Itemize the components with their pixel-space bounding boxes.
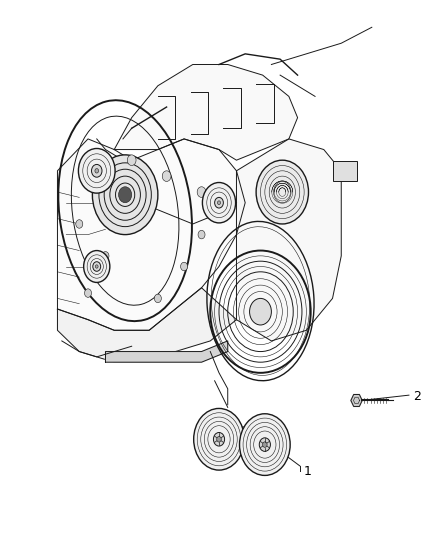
Circle shape <box>215 197 223 208</box>
Circle shape <box>76 220 83 228</box>
Circle shape <box>95 168 99 173</box>
Circle shape <box>256 160 308 224</box>
Circle shape <box>180 262 187 271</box>
Polygon shape <box>57 139 245 330</box>
Polygon shape <box>114 64 297 160</box>
Polygon shape <box>237 139 341 341</box>
Circle shape <box>162 171 171 181</box>
Circle shape <box>119 187 132 203</box>
Circle shape <box>262 442 267 447</box>
Circle shape <box>102 252 109 260</box>
Circle shape <box>217 437 221 442</box>
Circle shape <box>259 438 270 451</box>
Circle shape <box>213 432 225 446</box>
Circle shape <box>218 201 220 205</box>
Circle shape <box>85 289 92 297</box>
Circle shape <box>194 408 244 470</box>
Circle shape <box>93 262 101 271</box>
Circle shape <box>84 251 110 282</box>
Circle shape <box>198 230 205 239</box>
Polygon shape <box>106 341 228 362</box>
Text: 1: 1 <box>304 465 312 478</box>
Circle shape <box>92 155 158 235</box>
Text: 2: 2 <box>413 390 421 403</box>
Circle shape <box>154 294 161 303</box>
Circle shape <box>95 265 98 268</box>
Circle shape <box>250 298 272 325</box>
Circle shape <box>202 182 236 223</box>
Circle shape <box>197 187 206 197</box>
Circle shape <box>78 149 115 193</box>
Polygon shape <box>57 288 237 362</box>
Circle shape <box>92 165 102 177</box>
Circle shape <box>127 155 136 165</box>
Polygon shape <box>351 394 362 407</box>
FancyBboxPatch shape <box>332 161 357 181</box>
Circle shape <box>240 414 290 475</box>
